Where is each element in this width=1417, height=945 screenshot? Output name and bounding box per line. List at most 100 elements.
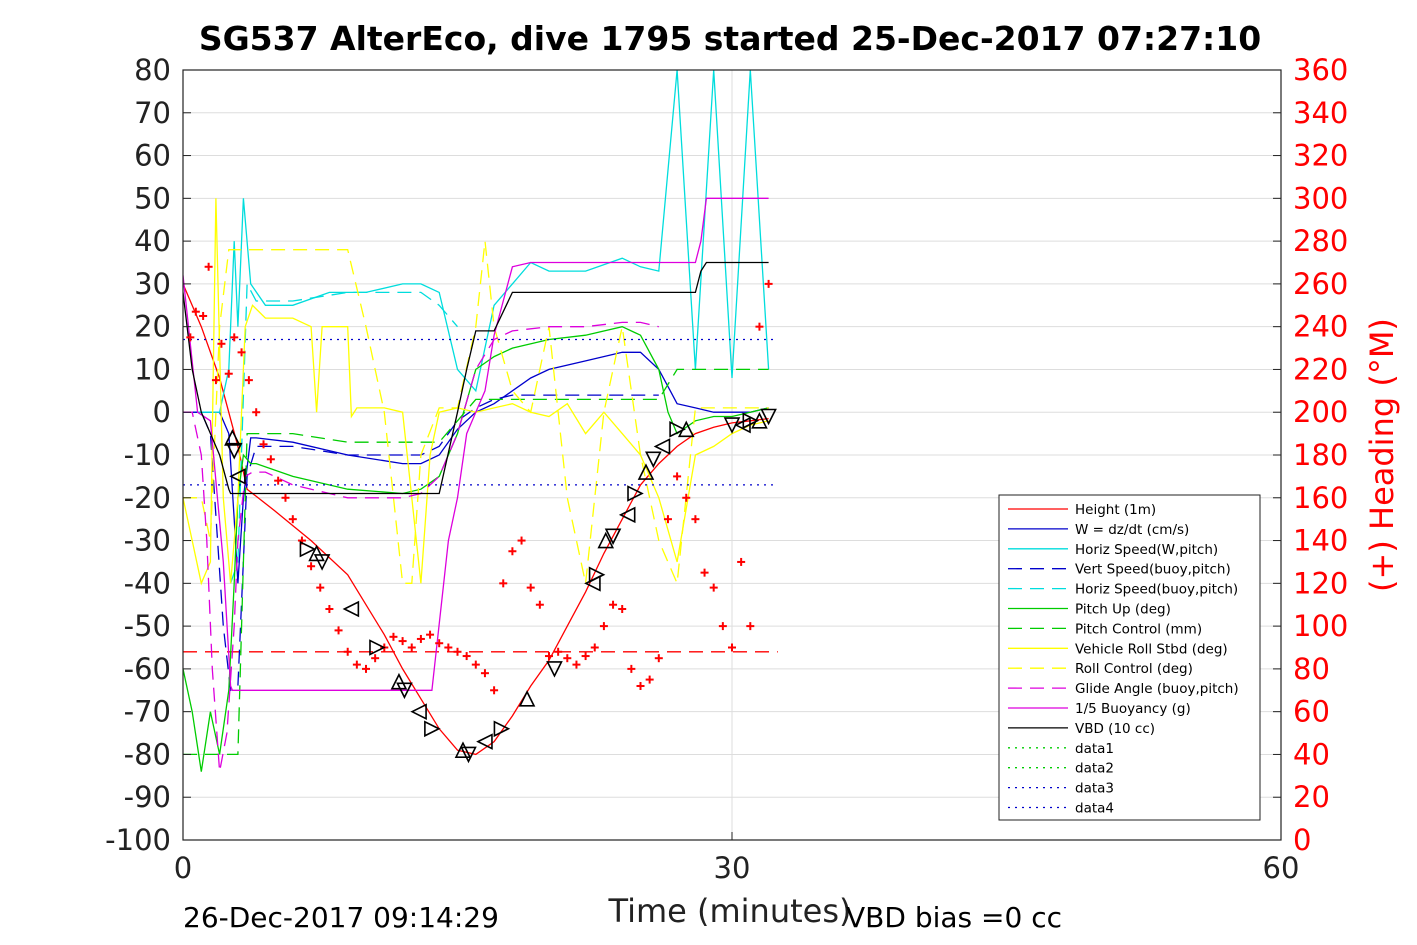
heading-point: [217, 339, 226, 348]
heading-point: [407, 643, 416, 652]
series-line-horiz-speed-buoy-pitch: [229, 281, 458, 584]
legend-entry-label: Pitch Control (mm): [1075, 621, 1202, 637]
waypoint-marker: [653, 438, 671, 455]
x-axis: 0 30 60: [174, 832, 1299, 885]
y2-tick-label: 320: [1293, 139, 1348, 173]
y2-tick-label: 240: [1293, 310, 1348, 344]
y-tick-label: 20: [134, 310, 171, 344]
waypoint-marker: [342, 600, 360, 618]
heading-point: [435, 639, 444, 648]
y2-tick-label: 360: [1293, 53, 1348, 87]
plot-area: [183, 70, 778, 772]
waypoint-marker: [454, 741, 472, 758]
x-axis-label: Time (minutes): [608, 892, 852, 930]
heading-point: [371, 654, 380, 663]
waypoint-marker: [742, 412, 760, 430]
heading-point: [764, 279, 773, 288]
heading-point: [480, 669, 489, 678]
waypoint-marker: [637, 463, 655, 480]
legend-entry-label: data2: [1075, 761, 1114, 777]
heading-point: [204, 262, 213, 271]
y2-tick-label: 0: [1293, 823, 1311, 857]
heading-point: [259, 440, 268, 449]
right-y-axis: 3603403203002802602402202001801601401201…: [1273, 53, 1348, 857]
waypoint-marker: [760, 408, 777, 426]
y-tick-label: -20: [124, 481, 171, 515]
legend-entry-label: Horiz Speed(W,pitch): [1075, 542, 1218, 558]
heading-point: [581, 652, 590, 661]
waypoint-marker: [493, 720, 511, 738]
y-tick-label: -80: [124, 737, 171, 771]
heading-point: [191, 307, 200, 316]
heading-point: [746, 622, 755, 631]
legend-entry-label: Pitch Up (deg): [1075, 602, 1171, 618]
waypoint-marker: [396, 682, 413, 700]
heading-point: [274, 476, 283, 485]
y2-tick-label: 100: [1293, 609, 1348, 643]
heading-point: [252, 408, 261, 417]
y-tick-label: 70: [134, 96, 171, 130]
y-tick-label: -70: [124, 695, 171, 729]
legend-entry-label: W = dz/dt (cm/s): [1075, 522, 1189, 538]
y-tick-label: -100: [105, 823, 171, 857]
heading-point: [599, 622, 608, 631]
heading-point: [334, 626, 343, 635]
y2-tick-label: 40: [1293, 737, 1330, 771]
heading-point: [325, 605, 334, 613]
series-line-glide-angle-buoy-pitch: [183, 321, 659, 772]
y2-tick-label: 260: [1293, 267, 1348, 301]
waypoint-marker: [390, 672, 408, 690]
y-tick-label: -60: [124, 652, 171, 686]
heading-point: [416, 634, 425, 643]
waypoint-marker: [369, 639, 386, 656]
heading-point: [517, 536, 526, 545]
waypoint-marker: [751, 411, 768, 429]
heading-point: [508, 547, 517, 556]
heading-point: [244, 376, 253, 385]
heading-point: [755, 322, 764, 331]
y-tick-label: -90: [124, 780, 171, 814]
heading-point: [362, 664, 370, 673]
heading-point: [545, 652, 553, 661]
heading-point: [316, 583, 325, 592]
waypoint-marker: [229, 468, 246, 485]
waypoint-marker: [597, 531, 615, 549]
waypoint-marker: [588, 566, 606, 584]
waypoint-marker: [224, 429, 241, 446]
heading-point: [563, 654, 572, 663]
y2-tick-label: 80: [1293, 652, 1330, 686]
series-line-roll-control-deg: [183, 241, 769, 586]
legend-entry-label: Vert Speed(buoy,pitch): [1075, 562, 1231, 578]
legend-entry-label: Glide Angle (buoy,pitch): [1075, 681, 1239, 697]
waypoint-marker: [424, 720, 441, 738]
left-y-axis: 80 70 60 50 40 30 20 10 0 -10 -20 -30 -40 -50 -60 -70 -8…: [105, 53, 191, 857]
y2-tick-label: 140: [1293, 524, 1348, 558]
waypoint-marker: [410, 703, 427, 720]
heading-point: [389, 632, 398, 641]
waypoint-marker: [546, 661, 563, 678]
y-tick-label: 60: [134, 139, 171, 173]
series-line-pitch-control-mm: [183, 368, 769, 756]
heading-point: [237, 348, 246, 357]
waypoint-marker: [308, 544, 325, 562]
y-tick-label: 0: [153, 395, 171, 429]
waypoint-marker: [627, 485, 644, 502]
y2-tick-label: 300: [1293, 181, 1348, 215]
heading-point: [186, 333, 195, 342]
waypoint-marker: [518, 690, 536, 707]
y-tick-label: 50: [134, 181, 171, 215]
waypoint-marker: [604, 528, 622, 546]
waypoint-marker: [299, 540, 317, 558]
heading-point: [737, 557, 746, 566]
heading-point: [490, 686, 499, 695]
heading-point: [224, 369, 233, 378]
legend-entry-label: VBD (10 cc): [1075, 721, 1155, 737]
heading-point: [718, 622, 727, 631]
heading-point: [307, 562, 316, 571]
footer-vbd-bias: VBD bias =0 cc: [846, 901, 1062, 934]
chart-title: SG537 AlterEco, dive 1795 started 25-Dec…: [199, 19, 1261, 58]
right-y-axis-label: (+) Heading (°M): [1363, 318, 1401, 592]
heading-point: [609, 600, 618, 609]
heading-point: [352, 660, 361, 669]
